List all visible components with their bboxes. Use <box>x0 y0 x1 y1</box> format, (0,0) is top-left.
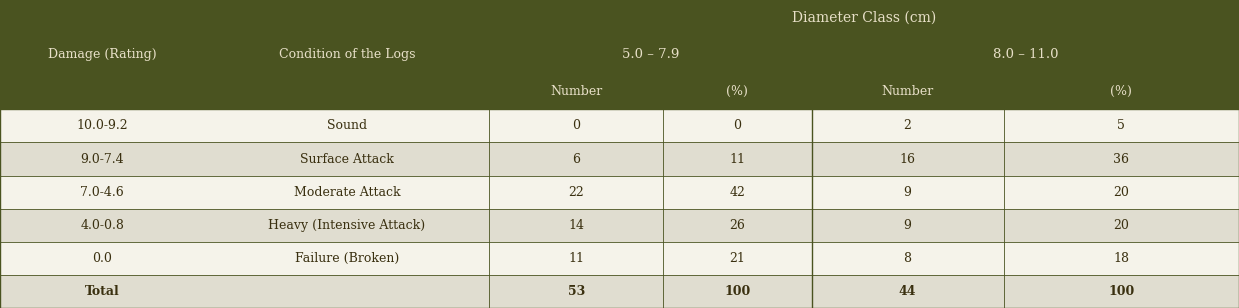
Bar <box>0 0 1239 109</box>
Text: 0: 0 <box>733 120 741 132</box>
Text: 2: 2 <box>903 120 912 132</box>
Text: 20: 20 <box>1114 186 1129 199</box>
Text: Moderate Attack: Moderate Attack <box>294 186 400 199</box>
Text: Diameter Class (cm): Diameter Class (cm) <box>792 10 937 25</box>
Text: 53: 53 <box>567 285 585 298</box>
Text: 11: 11 <box>730 152 745 165</box>
Text: 0.0: 0.0 <box>92 252 113 265</box>
Text: 6: 6 <box>572 152 580 165</box>
Text: 21: 21 <box>730 252 745 265</box>
Text: 5.0 – 7.9: 5.0 – 7.9 <box>622 48 679 61</box>
Text: Failure (Broken): Failure (Broken) <box>295 252 399 265</box>
Text: 100: 100 <box>1108 285 1135 298</box>
Text: Sound: Sound <box>327 120 367 132</box>
Text: 44: 44 <box>898 285 917 298</box>
Text: (%): (%) <box>1110 85 1132 98</box>
Text: 11: 11 <box>569 252 584 265</box>
Text: 36: 36 <box>1114 152 1129 165</box>
Bar <box>0 109 1239 143</box>
Text: 10.0-9.2: 10.0-9.2 <box>77 120 128 132</box>
Text: Damage (Rating): Damage (Rating) <box>48 48 156 61</box>
Text: 8: 8 <box>903 252 912 265</box>
Text: 18: 18 <box>1114 252 1129 265</box>
Text: 9: 9 <box>903 186 912 199</box>
Text: 42: 42 <box>730 186 745 199</box>
Text: 8.0 – 11.0: 8.0 – 11.0 <box>992 48 1058 61</box>
Bar <box>0 176 1239 209</box>
Text: Surface Attack: Surface Attack <box>300 152 394 165</box>
Text: 16: 16 <box>900 152 916 165</box>
Text: 22: 22 <box>569 186 584 199</box>
Text: Number: Number <box>881 85 934 98</box>
Bar <box>0 242 1239 275</box>
Text: 26: 26 <box>730 219 745 232</box>
Text: 9: 9 <box>903 219 912 232</box>
Text: Heavy (Intensive Attack): Heavy (Intensive Attack) <box>269 219 425 232</box>
Text: Condition of the Logs: Condition of the Logs <box>279 48 415 61</box>
Bar <box>0 143 1239 176</box>
Text: 20: 20 <box>1114 219 1129 232</box>
Text: 4.0-0.8: 4.0-0.8 <box>81 219 124 232</box>
Bar <box>0 209 1239 242</box>
Text: 9.0-7.4: 9.0-7.4 <box>81 152 124 165</box>
Text: 7.0-4.6: 7.0-4.6 <box>81 186 124 199</box>
Text: 5: 5 <box>1118 120 1125 132</box>
Text: 0: 0 <box>572 120 580 132</box>
Text: Total: Total <box>84 285 120 298</box>
Text: (%): (%) <box>726 85 748 98</box>
Text: Number: Number <box>550 85 602 98</box>
Text: 100: 100 <box>724 285 751 298</box>
Text: 14: 14 <box>569 219 584 232</box>
Bar <box>0 275 1239 308</box>
